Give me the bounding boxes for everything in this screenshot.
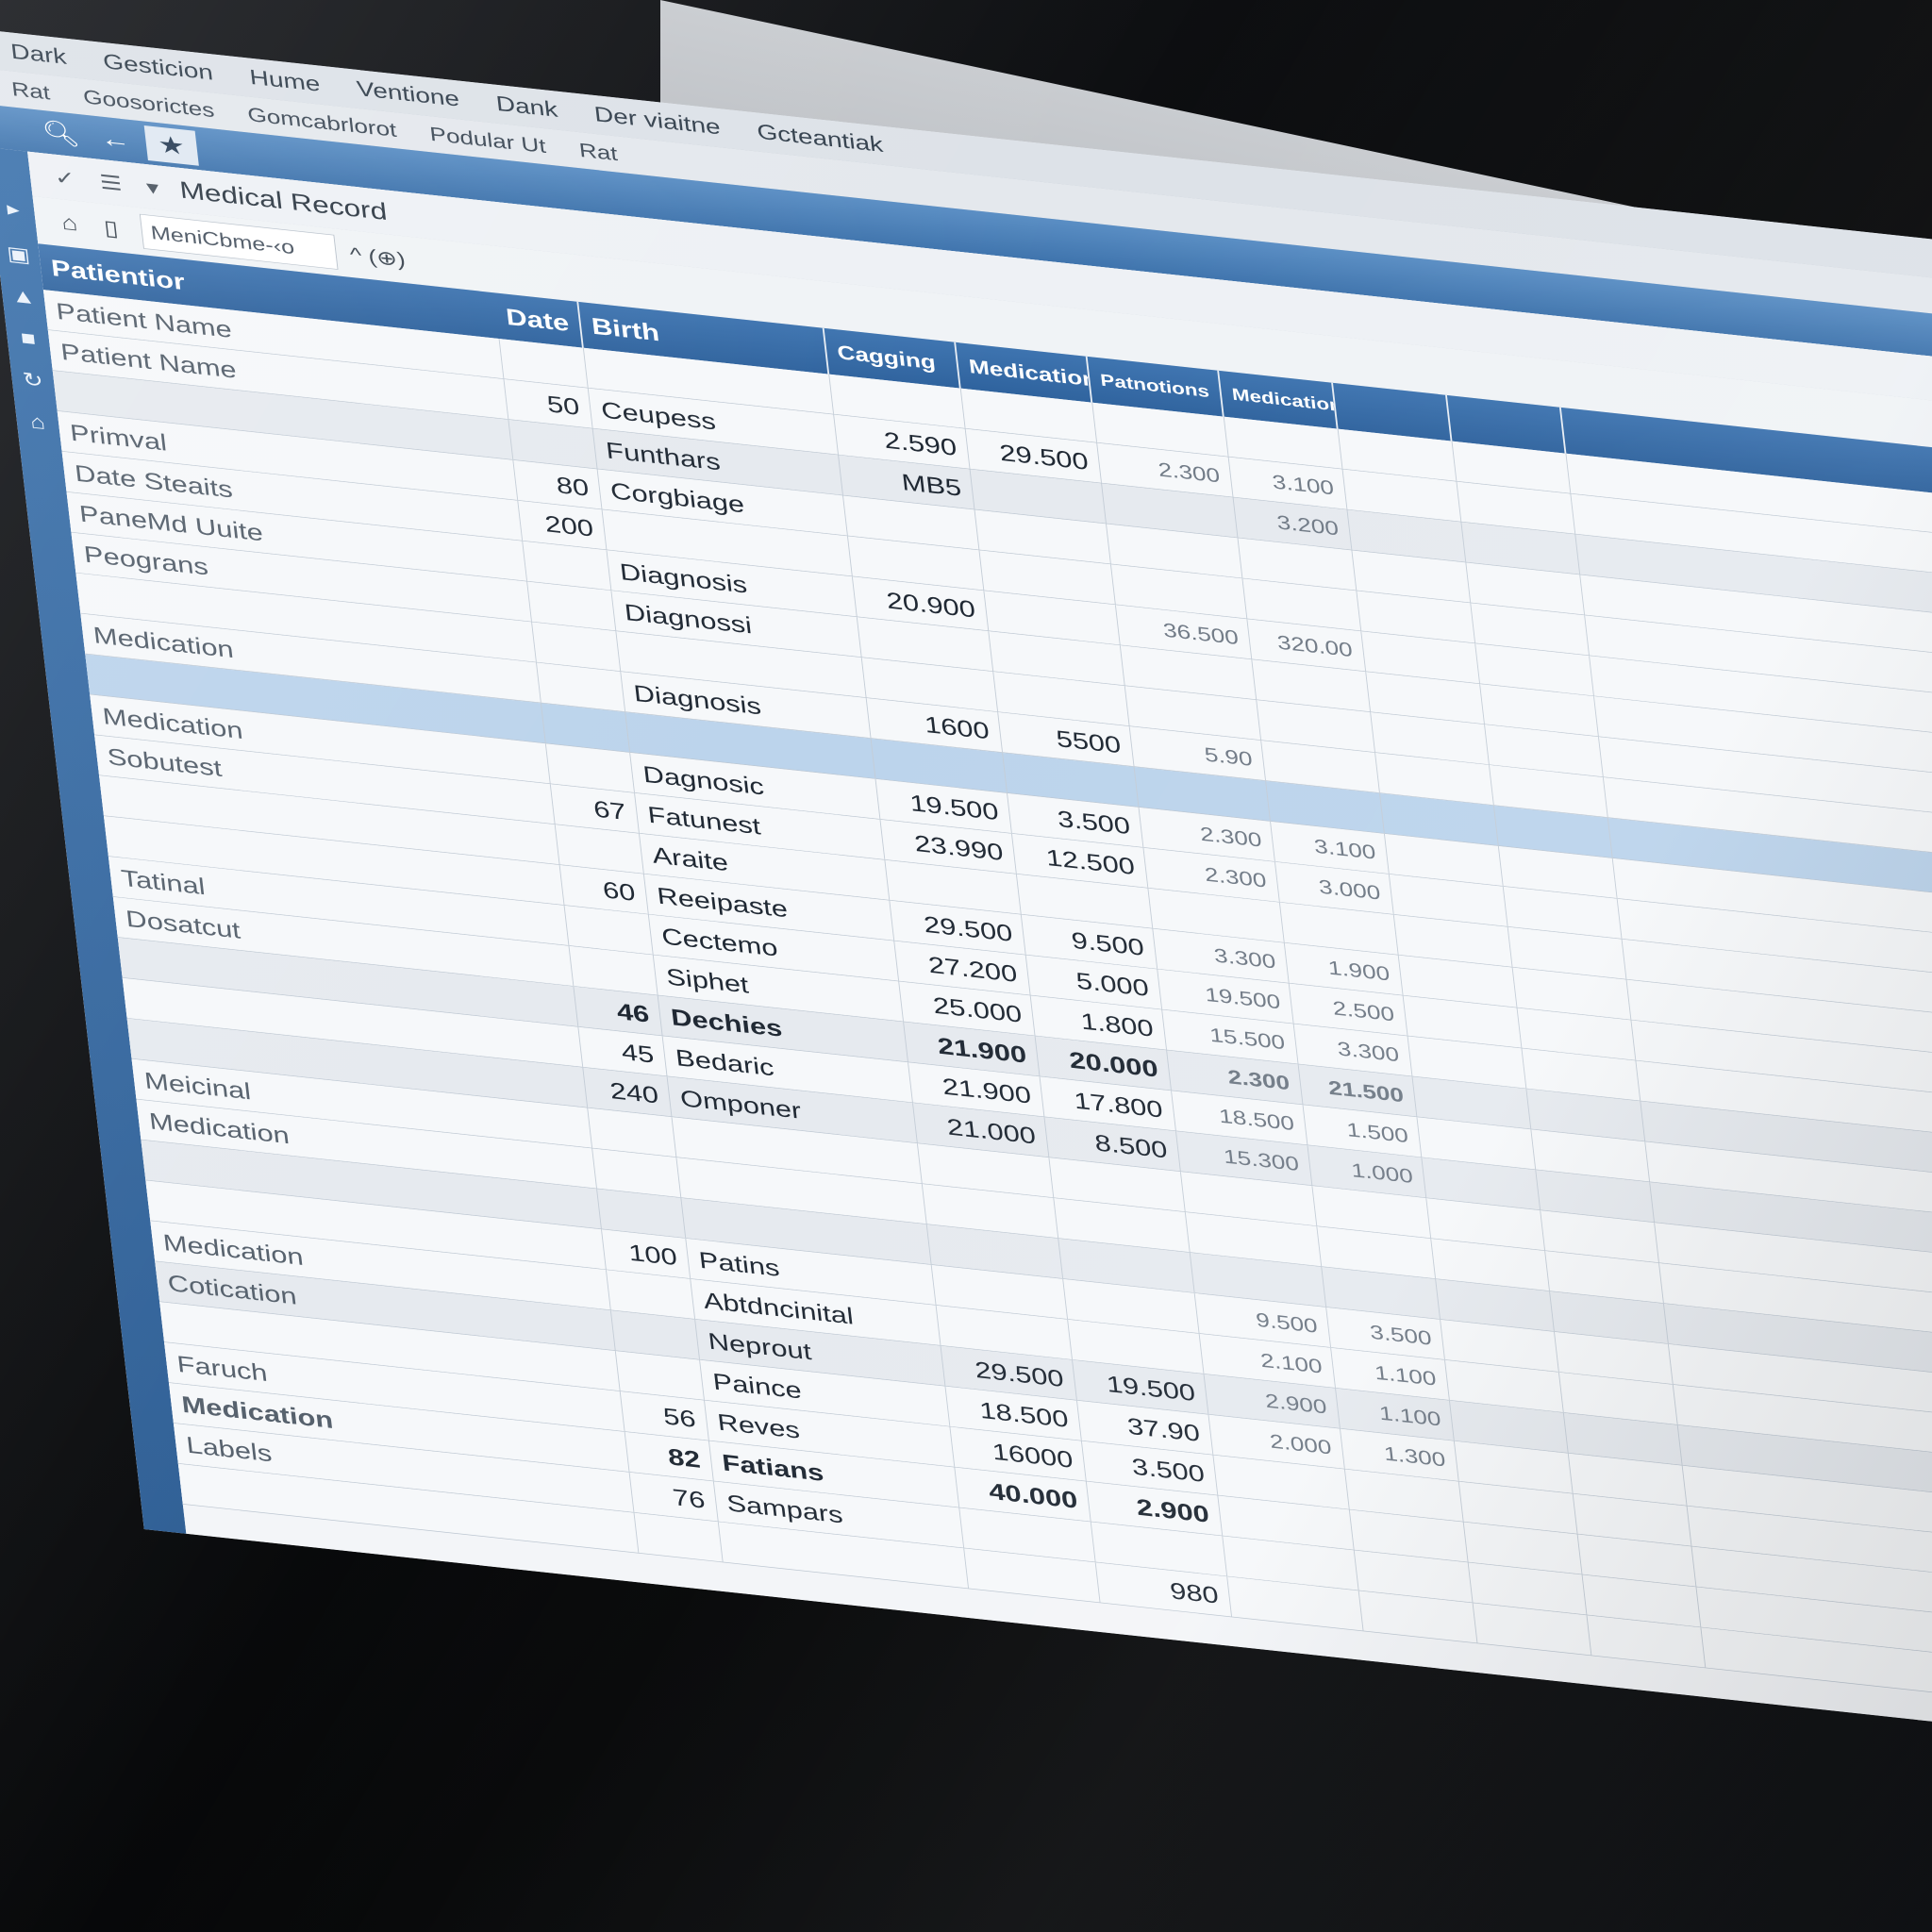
folder-icon[interactable]: ■	[19, 326, 37, 350]
lock-icon[interactable]: ▣	[5, 242, 32, 267]
submenu-item[interactable]: Rat	[577, 139, 619, 165]
document-icon[interactable]: ▯	[102, 215, 120, 241]
menu-item[interactable]: Der viaitne	[592, 102, 722, 140]
menu-item[interactable]: Gesticion	[101, 49, 215, 85]
submenu-item[interactable]: Podular Ut	[428, 123, 547, 158]
favorite-star-button[interactable]: ★	[143, 125, 199, 166]
expand-icon[interactable]: ▸	[6, 197, 21, 221]
submenu-item[interactable]: Rat	[9, 77, 52, 104]
records-table: Patientior Date Birth Cagging Medication…	[38, 243, 1932, 1717]
medical-record-app: Dark Gesticion Hume Ventione Dank Der viaitne…	[0, 28, 1932, 1746]
check-icon[interactable]: ✓	[53, 165, 76, 190]
chevron-down-icon[interactable]: ▾	[144, 175, 160, 199]
home-icon[interactable]: ⌂	[59, 210, 79, 236]
menu-item[interactable]: Gcteantiak	[756, 120, 885, 158]
record-panel: ✓ ☰ ▾ Medical Record ⌂ ▯ ^ (⊕) Patientio…	[27, 151, 1932, 1746]
menu-item[interactable]: Dank	[494, 92, 559, 123]
menu-item[interactable]: Hume	[248, 65, 322, 97]
hamburger-menu-icon[interactable]: ☰	[98, 170, 124, 195]
user-icon[interactable]: ▲	[9, 284, 37, 308]
table-body: Patient Name Patient Name 50 Ceupess 2.590 29…	[42, 290, 1932, 1717]
back-arrow-icon[interactable]: ←	[98, 124, 132, 155]
filter-control[interactable]: ^ (⊕)	[348, 242, 407, 271]
menu-item[interactable]: Dark	[8, 40, 68, 70]
menu-item[interactable]: Ventione	[355, 76, 461, 111]
search-icon[interactable]: 🔍︎	[40, 118, 82, 149]
table-cell	[634, 1512, 724, 1562]
refresh-icon[interactable]: ↻	[21, 368, 45, 392]
home-icon[interactable]: ⌂	[28, 409, 47, 434]
